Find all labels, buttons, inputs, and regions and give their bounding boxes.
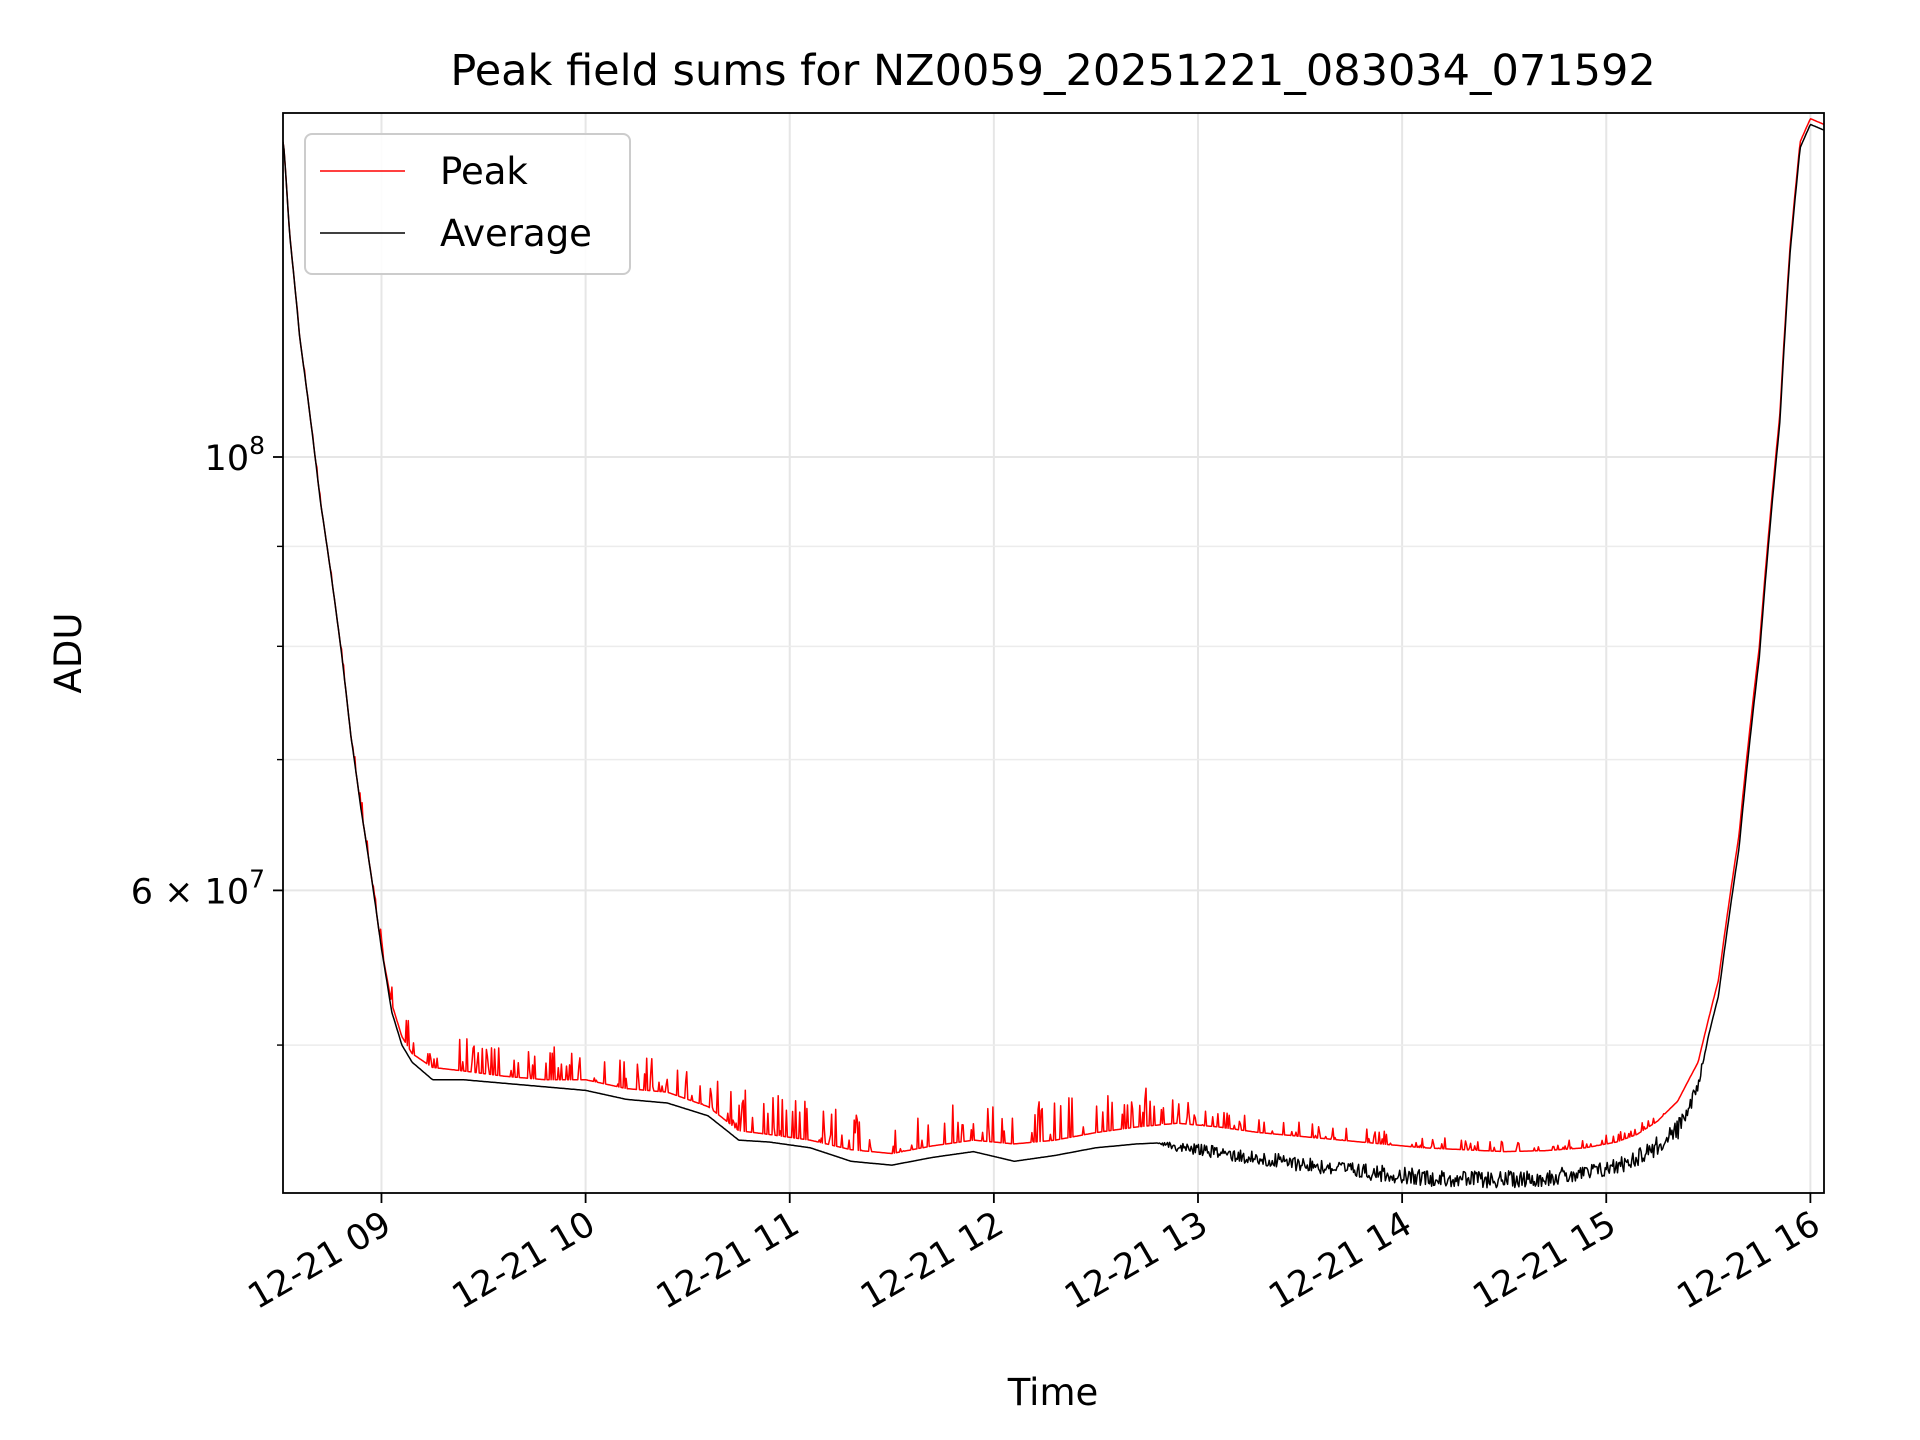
y-axis: 108 6 × 107 <box>131 431 283 1046</box>
grid <box>283 113 1824 1193</box>
series-group <box>283 118 1824 1189</box>
legend-box <box>304 133 631 275</box>
chart-title: Peak field sums for NZ0059_20251221_0830… <box>450 46 1655 96</box>
legend-label-average: Average <box>440 212 592 255</box>
plot-frame <box>282 112 1825 1194</box>
y-axis-label: ADU <box>47 613 90 694</box>
series-line-average <box>283 123 1824 1189</box>
y-tick-label: 108 <box>205 431 265 479</box>
legend-label-peak: Peak <box>440 150 528 193</box>
y-tick-label: 6 × 107 <box>131 864 265 912</box>
x-axis-label: Time <box>1007 1371 1099 1414</box>
series-line-peak <box>283 118 1824 1155</box>
legend: Peak Average <box>304 133 631 275</box>
